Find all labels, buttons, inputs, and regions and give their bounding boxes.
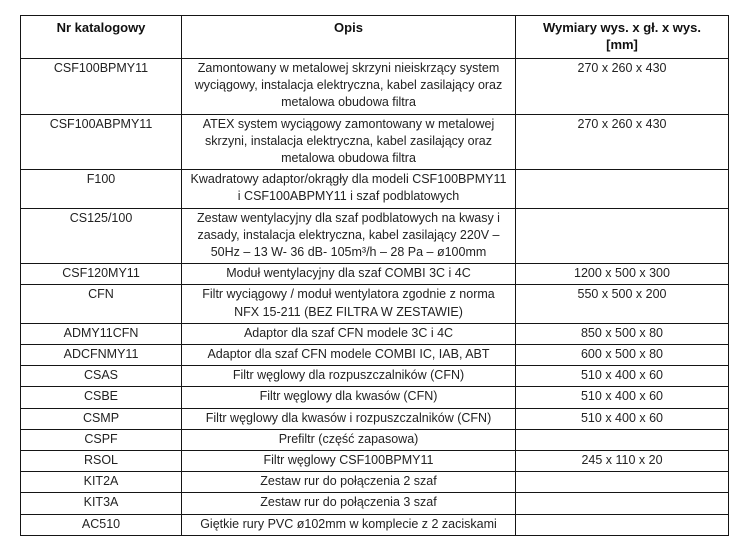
description-cell: Kwadratowy adaptor/okrągły dla modeli CS… bbox=[181, 169, 516, 209]
catalog-number-cell: ADMY11CFN bbox=[20, 322, 182, 346]
description-cell: ATEX system wyciągowy zamontowany w meta… bbox=[181, 113, 516, 171]
dimensions-cell bbox=[515, 207, 729, 265]
table-row: CS125/100 Zestaw wentylacyjny dla szaf p… bbox=[20, 207, 729, 265]
dimensions-cell: 1200 x 500 x 300 bbox=[515, 263, 729, 286]
dimensions-cell bbox=[515, 428, 729, 452]
table-body: CSF100BPMY11 Zamontowany w metalowej skr… bbox=[20, 58, 729, 536]
catalog-number-cell: CSBE bbox=[20, 386, 182, 409]
table-row: KIT3A Zestaw rur do połączenia 3 szaf bbox=[20, 492, 729, 515]
table-row: F100 Kwadratowy adaptor/okrągły dla mode… bbox=[20, 169, 729, 209]
description-cell: Zestaw wentylacyjny dla szaf podblatowyc… bbox=[181, 207, 516, 265]
dimensions-cell: 600 x 500 x 80 bbox=[515, 344, 729, 367]
catalog-number-cell: CSPF bbox=[20, 428, 182, 452]
catalog-number-cell: KIT2A bbox=[20, 471, 182, 494]
catalog-number-cell: CSF100ABPMY11 bbox=[20, 113, 182, 171]
table-row: CSMP Filtr węglowy dla kwasów i rozpuszc… bbox=[20, 407, 729, 430]
table-row: CSF100ABPMY11 ATEX system wyciągowy zamo… bbox=[20, 113, 729, 171]
description-cell: Filtr węglowy CSF100BPMY11 bbox=[181, 450, 516, 473]
dimensions-cell bbox=[515, 169, 729, 209]
table-row: CSAS Filtr węglowy dla rozpuszczalników … bbox=[20, 365, 729, 388]
dimensions-cell: 270 x 260 x 430 bbox=[515, 113, 729, 171]
column-header-dimensions-unit: [mm] bbox=[606, 37, 638, 52]
description-cell: Filtr węglowy dla kwasów (CFN) bbox=[181, 386, 516, 409]
dimensions-cell: 245 x 110 x 20 bbox=[515, 450, 729, 473]
description-cell: Prefiltr (część zapasowa) bbox=[181, 428, 516, 452]
description-cell: Zamontowany w metalowej skrzyni nieiskrz… bbox=[181, 58, 516, 115]
dimensions-cell: 510 x 400 x 60 bbox=[515, 386, 729, 409]
description-cell: Filtr wyciągowy / moduł wentylatora zgod… bbox=[181, 284, 516, 324]
catalog-table: Nr katalogowy Opis Wymiary wys. x gł. x … bbox=[20, 15, 729, 536]
catalog-number-cell: CS125/100 bbox=[20, 207, 182, 265]
catalog-number-cell: AC510 bbox=[20, 513, 182, 536]
column-header-dimensions-line1: Wymiary wys. x gł. x wys. bbox=[542, 20, 701, 35]
table-row: CSBE Filtr węglowy dla kwasów (CFN) 510 … bbox=[20, 386, 729, 409]
table-row: ADCFNMY11 Adaptor dla szaf CFN modele CO… bbox=[20, 344, 729, 367]
description-cell: Giętkie rury PVC ø102mm w komplecie z 2 … bbox=[181, 513, 516, 536]
catalog-number-cell: RSOL bbox=[20, 450, 182, 473]
catalog-number-cell: CSAS bbox=[20, 365, 182, 388]
dimensions-cell: 270 x 260 x 430 bbox=[515, 58, 729, 115]
description-cell: Moduł wentylacyjny dla szaf COMBI 3C i 4… bbox=[181, 263, 516, 286]
table-row: CSPF Prefiltr (część zapasowa) bbox=[20, 428, 729, 452]
table-header: Nr katalogowy Opis Wymiary wys. x gł. x … bbox=[20, 15, 729, 59]
table-row: CSF120MY11 Moduł wentylacyjny dla szaf C… bbox=[20, 263, 729, 286]
dimensions-cell bbox=[515, 471, 729, 494]
description-cell: Zestaw rur do połączenia 3 szaf bbox=[181, 492, 516, 515]
dimensions-cell bbox=[515, 492, 729, 515]
catalog-number-cell: ADCFNMY11 bbox=[20, 344, 182, 367]
table-row: KIT2A Zestaw rur do połączenia 2 szaf bbox=[20, 471, 729, 494]
dimensions-cell: 510 x 400 x 60 bbox=[515, 407, 729, 430]
description-cell: Zestaw rur do połączenia 2 szaf bbox=[181, 471, 516, 494]
catalog-number-cell: F100 bbox=[20, 169, 182, 209]
description-cell: Adaptor dla szaf CFN modele 3C i 4C bbox=[181, 322, 516, 346]
description-cell: Filtr węglowy dla kwasów i rozpuszczalni… bbox=[181, 407, 516, 430]
table-row: RSOL Filtr węglowy CSF100BPMY11 245 x 11… bbox=[20, 450, 729, 473]
header-row: Nr katalogowy Opis Wymiary wys. x gł. x … bbox=[20, 15, 729, 59]
catalog-number-cell: KIT3A bbox=[20, 492, 182, 515]
dimensions-cell bbox=[515, 513, 729, 536]
dimensions-cell: 850 x 500 x 80 bbox=[515, 322, 729, 346]
dimensions-cell: 510 x 400 x 60 bbox=[515, 365, 729, 388]
description-cell: Filtr węglowy dla rozpuszczalników (CFN) bbox=[181, 365, 516, 388]
column-header-catalog-number: Nr katalogowy bbox=[20, 15, 182, 59]
column-header-description: Opis bbox=[181, 15, 516, 59]
table-row: CFN Filtr wyciągowy / moduł wentylatora … bbox=[20, 284, 729, 324]
catalog-number-cell: CSMP bbox=[20, 407, 182, 430]
catalog-number-cell: CSF120MY11 bbox=[20, 263, 182, 286]
column-header-dimensions: Wymiary wys. x gł. x wys. [mm] bbox=[515, 15, 729, 59]
catalog-number-cell: CSF100BPMY11 bbox=[20, 58, 182, 115]
table-row: CSF100BPMY11 Zamontowany w metalowej skr… bbox=[20, 58, 729, 115]
table-row: AC510 Giętkie rury PVC ø102mm w kompleci… bbox=[20, 513, 729, 536]
description-cell: Adaptor dla szaf CFN modele COMBI IC, IA… bbox=[181, 344, 516, 367]
dimensions-cell: 550 x 500 x 200 bbox=[515, 284, 729, 324]
table-row: ADMY11CFN Adaptor dla szaf CFN modele 3C… bbox=[20, 322, 729, 346]
catalog-number-cell: CFN bbox=[20, 284, 182, 324]
